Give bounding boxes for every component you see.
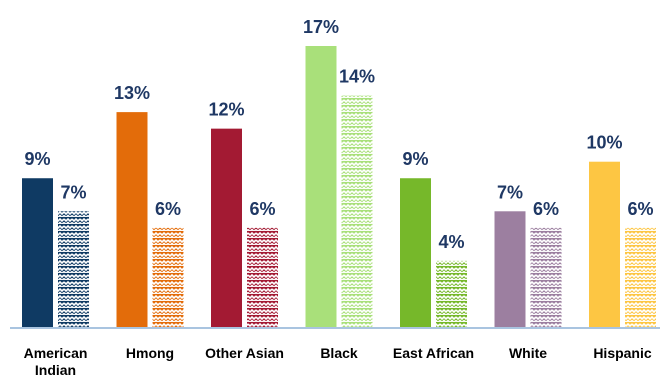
- category-label: Hmong: [126, 345, 174, 361]
- bar-white-solid: [494, 211, 526, 327]
- bar-american-indian-solid: [22, 178, 53, 327]
- bar-east-african-patterned: [436, 260, 467, 327]
- bar-hmong-patterned: [152, 227, 184, 327]
- bars-group: [22, 46, 656, 328]
- value-label-other-asian-patterned: 6%: [249, 199, 275, 219]
- bar-black-solid: [305, 46, 337, 327]
- bar-east-african-solid: [400, 178, 431, 327]
- bar-other-asian-solid: [211, 128, 242, 327]
- value-label-east-african-solid: 9%: [402, 149, 428, 169]
- bar-hispanic-patterned: [625, 227, 656, 327]
- value-label-american-indian-patterned: 7%: [60, 182, 86, 202]
- category-label: Other Asian: [205, 345, 284, 361]
- value-label-black-patterned: 14%: [339, 67, 375, 87]
- value-label-hmong-solid: 13%: [114, 83, 150, 103]
- value-label-black-solid: 17%: [303, 17, 339, 37]
- value-label-hispanic-solid: 10%: [586, 133, 622, 153]
- bar-hmong-solid: [116, 112, 148, 327]
- category-label: Hispanic: [593, 345, 652, 361]
- category-label: Black: [320, 345, 358, 361]
- value-label-hmong-patterned: 6%: [155, 199, 181, 219]
- value-label-hispanic-patterned: 6%: [627, 199, 653, 219]
- bar-black-patterned: [341, 95, 373, 328]
- category-label: White: [509, 345, 547, 361]
- bar-white-patterned: [530, 227, 562, 327]
- value-label-other-asian-solid: 12%: [208, 100, 244, 120]
- bar-other-asian-patterned: [247, 227, 278, 327]
- value-label-east-african-patterned: 4%: [438, 232, 464, 252]
- value-label-white-patterned: 6%: [533, 199, 559, 219]
- bar-american-indian-patterned: [58, 211, 89, 327]
- value-label-american-indian-solid: 9%: [24, 149, 50, 169]
- bar-hispanic-solid: [589, 161, 620, 327]
- category-labels-group: American Indian Hmong Other Asian Black East …: [24, 345, 652, 378]
- category-label: American Indian: [24, 345, 88, 378]
- value-labels-group: 9% 7% 13% 6% 12% 6% 17% 14% 9% 4% 7% 6% 10% 6%: [24, 17, 653, 252]
- value-label-white-solid: 7%: [497, 182, 523, 202]
- category-label: East African: [393, 345, 474, 361]
